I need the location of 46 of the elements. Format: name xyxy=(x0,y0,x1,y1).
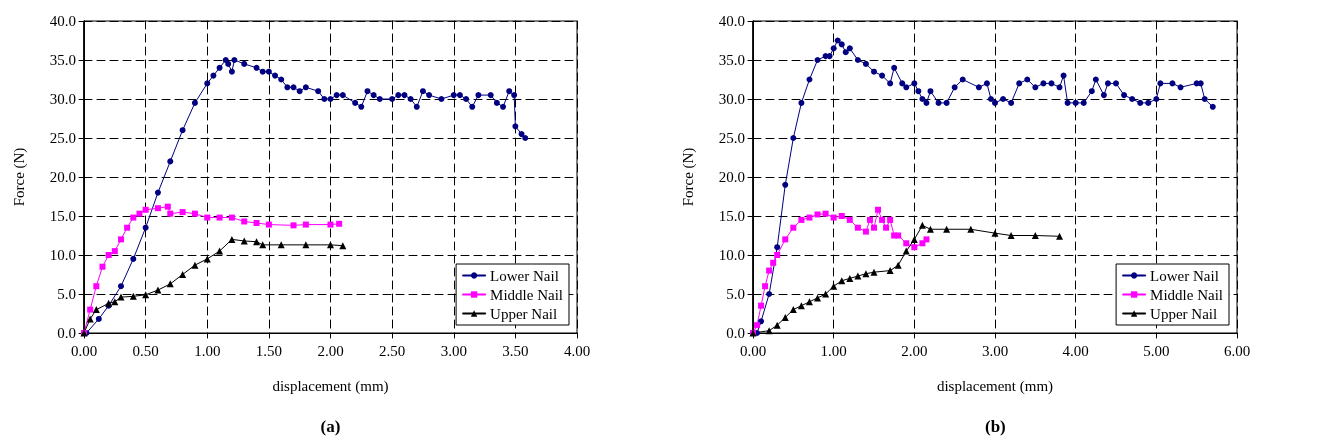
x-tick-label: 2.00 xyxy=(901,342,928,359)
legend-label: Middle Nail xyxy=(1150,286,1223,303)
y-axis-title: Force (N) xyxy=(679,147,697,207)
y-tick-label: 40.0 xyxy=(718,13,745,29)
x-tick-label: 2.00 xyxy=(317,342,344,359)
x-tick-label: 0.50 xyxy=(132,342,159,359)
y-tick-label: 20.0 xyxy=(718,169,745,185)
x-tick-label: 3.00 xyxy=(981,342,1009,359)
y-tick-label: 10.0 xyxy=(49,247,76,263)
text: (b) xyxy=(985,417,1006,436)
y-tick-label: 30.0 xyxy=(49,91,76,107)
legend-label: Lower Nail xyxy=(490,267,559,284)
y-tick-label: 15.0 xyxy=(49,208,76,224)
x-tick-label: 1.00 xyxy=(194,342,221,359)
y-tick-label: 30.0 xyxy=(718,91,745,107)
x-axis-title: displacement (mm) xyxy=(936,377,1054,395)
y-tick-label: 0.0 xyxy=(726,325,745,341)
y-tick-label: 10.0 xyxy=(718,247,745,263)
y-tick-label: 25.0 xyxy=(718,130,745,146)
x-tick-label: 1.50 xyxy=(255,342,282,359)
x-tick-label: 0.00 xyxy=(739,342,767,359)
x-tick-label: 0.00 xyxy=(70,342,98,359)
legend-label: Middle Nail xyxy=(490,286,563,303)
x-tick-label: 4.00 xyxy=(1062,342,1089,359)
x-tick-label: 3.00 xyxy=(440,342,467,359)
y-tick-label: 15.0 xyxy=(718,208,745,224)
x-tick-label: 1.00 xyxy=(820,342,847,359)
y-tick-label: 25.0 xyxy=(49,130,76,146)
y-tick-label: 35.0 xyxy=(49,52,76,68)
y-tick-label: 35.0 xyxy=(718,52,745,68)
y-tick-label: 5.0 xyxy=(57,286,76,302)
legend-label: Upper Nail xyxy=(1150,305,1218,322)
text: (a) xyxy=(320,417,341,436)
y-tick-label: 5.0 xyxy=(726,286,745,302)
x-tick-label: 3.50 xyxy=(502,342,529,359)
x-tick-label: 5.00 xyxy=(1143,342,1170,359)
x-tick-label: 2.50 xyxy=(379,342,406,359)
y-tick-label: 20.0 xyxy=(49,169,76,185)
x-axis-title: displacement (mm) xyxy=(272,377,389,395)
y-axis-title: Force (N) xyxy=(10,147,28,207)
y-tick-label: 40.0 xyxy=(49,13,76,29)
x-tick-label: 4.00 xyxy=(563,342,591,359)
x-tick-label: 6.00 xyxy=(1223,342,1251,359)
y-tick-label: 0.0 xyxy=(57,325,76,341)
legend-label: Lower Nail xyxy=(1150,267,1219,284)
legend-label: Upper Nail xyxy=(490,305,558,322)
